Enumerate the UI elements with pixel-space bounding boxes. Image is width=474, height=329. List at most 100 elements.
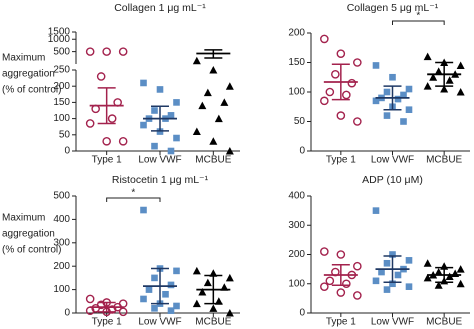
x-tick-label: Low VWF bbox=[371, 155, 414, 166]
data-point bbox=[140, 79, 147, 87]
y-tick-label: 50 bbox=[59, 129, 71, 140]
data-point bbox=[383, 286, 391, 293]
y-tick-label: 400 bbox=[53, 214, 70, 225]
y-tick-label: 0 bbox=[299, 146, 305, 157]
data-point bbox=[405, 106, 413, 113]
y-tick-label: 250 bbox=[53, 65, 70, 76]
data-point bbox=[198, 287, 207, 296]
x-tick-label: Low VWF bbox=[138, 317, 181, 328]
x-tick-label: Low VWF bbox=[138, 155, 181, 166]
data-point bbox=[173, 267, 180, 275]
data-point bbox=[192, 56, 201, 65]
data-point bbox=[140, 295, 147, 303]
y-axis-label: aggregation bbox=[2, 229, 55, 240]
data-point bbox=[389, 251, 396, 258]
data-point bbox=[173, 99, 180, 106]
data-point bbox=[162, 290, 169, 298]
data-point bbox=[156, 86, 164, 93]
data-point bbox=[405, 257, 413, 264]
data-point bbox=[151, 107, 158, 114]
y-tick-label: 0 bbox=[64, 146, 70, 157]
data-point bbox=[456, 265, 465, 273]
y-tick-label: 100 bbox=[288, 278, 305, 289]
data-point bbox=[192, 266, 201, 275]
panel-title: Collagen 5 μg mL⁻¹ bbox=[347, 2, 439, 14]
data-point bbox=[96, 72, 106, 81]
y-axis-label: aggregation bbox=[2, 69, 55, 80]
data-point bbox=[145, 286, 153, 293]
x-tick-label: MCBUE bbox=[426, 317, 462, 328]
data-point bbox=[394, 95, 402, 103]
data-point bbox=[118, 136, 128, 146]
data-point bbox=[325, 276, 335, 286]
y-tick-label: 150 bbox=[288, 57, 305, 68]
data-point bbox=[225, 273, 234, 282]
data-point bbox=[192, 299, 201, 308]
data-point bbox=[445, 272, 454, 280]
data-point bbox=[372, 277, 380, 285]
data-point bbox=[372, 97, 380, 105]
y-tick-label: 100 bbox=[288, 87, 305, 98]
y-tick-label: 200 bbox=[288, 28, 305, 39]
x-tick-label: Type 1 bbox=[92, 317, 122, 328]
data-point bbox=[389, 73, 396, 81]
data-point bbox=[383, 112, 391, 119]
data-point bbox=[151, 305, 158, 312]
data-point bbox=[434, 281, 443, 289]
data-point bbox=[107, 305, 117, 314]
y-tick-label: 150 bbox=[53, 97, 70, 108]
data-point bbox=[167, 281, 175, 289]
data-point bbox=[434, 67, 443, 75]
y-axis-label: (% of control) bbox=[2, 85, 61, 96]
y-tick-label: 0 bbox=[64, 308, 70, 319]
data-point bbox=[405, 85, 413, 93]
data-point bbox=[456, 88, 465, 96]
data-point bbox=[220, 98, 229, 106]
y-axis-label: Maximum bbox=[2, 53, 45, 64]
data-point bbox=[140, 121, 147, 129]
x-tick-label: MCBUE bbox=[426, 155, 462, 166]
data-point bbox=[225, 82, 234, 90]
y-axis-label: (% of control) bbox=[2, 245, 61, 256]
data-point bbox=[209, 137, 218, 145]
data-point bbox=[423, 52, 432, 61]
data-point bbox=[353, 291, 362, 300]
data-point bbox=[336, 111, 346, 120]
data-point bbox=[440, 85, 449, 93]
data-point bbox=[85, 294, 95, 304]
data-point bbox=[203, 278, 212, 287]
data-point bbox=[151, 142, 158, 150]
data-point bbox=[353, 117, 362, 126]
data-point bbox=[342, 279, 351, 289]
data-point bbox=[151, 274, 158, 282]
y-tick-label: 300 bbox=[53, 237, 70, 248]
data-point bbox=[378, 268, 385, 276]
significance-bracket bbox=[106, 197, 161, 202]
data-point bbox=[102, 136, 111, 146]
data-point bbox=[342, 90, 351, 100]
data-point bbox=[331, 70, 340, 79]
y-tick-label: 1500 bbox=[48, 27, 71, 38]
data-point bbox=[383, 259, 391, 267]
data-point bbox=[140, 206, 147, 214]
data-point bbox=[214, 114, 223, 123]
data-point bbox=[225, 309, 234, 317]
data-point bbox=[336, 49, 346, 58]
data-point bbox=[192, 127, 201, 136]
data-point bbox=[389, 280, 396, 288]
data-point bbox=[167, 147, 175, 155]
data-point bbox=[198, 101, 207, 110]
significance-label: * bbox=[416, 11, 420, 22]
data-point bbox=[336, 250, 346, 259]
data-point bbox=[167, 112, 175, 119]
data-point bbox=[85, 119, 95, 128]
data-point bbox=[225, 147, 234, 155]
data-point bbox=[423, 259, 432, 267]
data-point bbox=[423, 273, 432, 282]
data-point bbox=[336, 288, 346, 297]
data-point bbox=[456, 279, 465, 288]
y-tick-label: 100 bbox=[53, 284, 70, 295]
y-axis-label: Maximum bbox=[2, 213, 45, 224]
data-point bbox=[400, 91, 407, 99]
data-point bbox=[118, 47, 128, 56]
